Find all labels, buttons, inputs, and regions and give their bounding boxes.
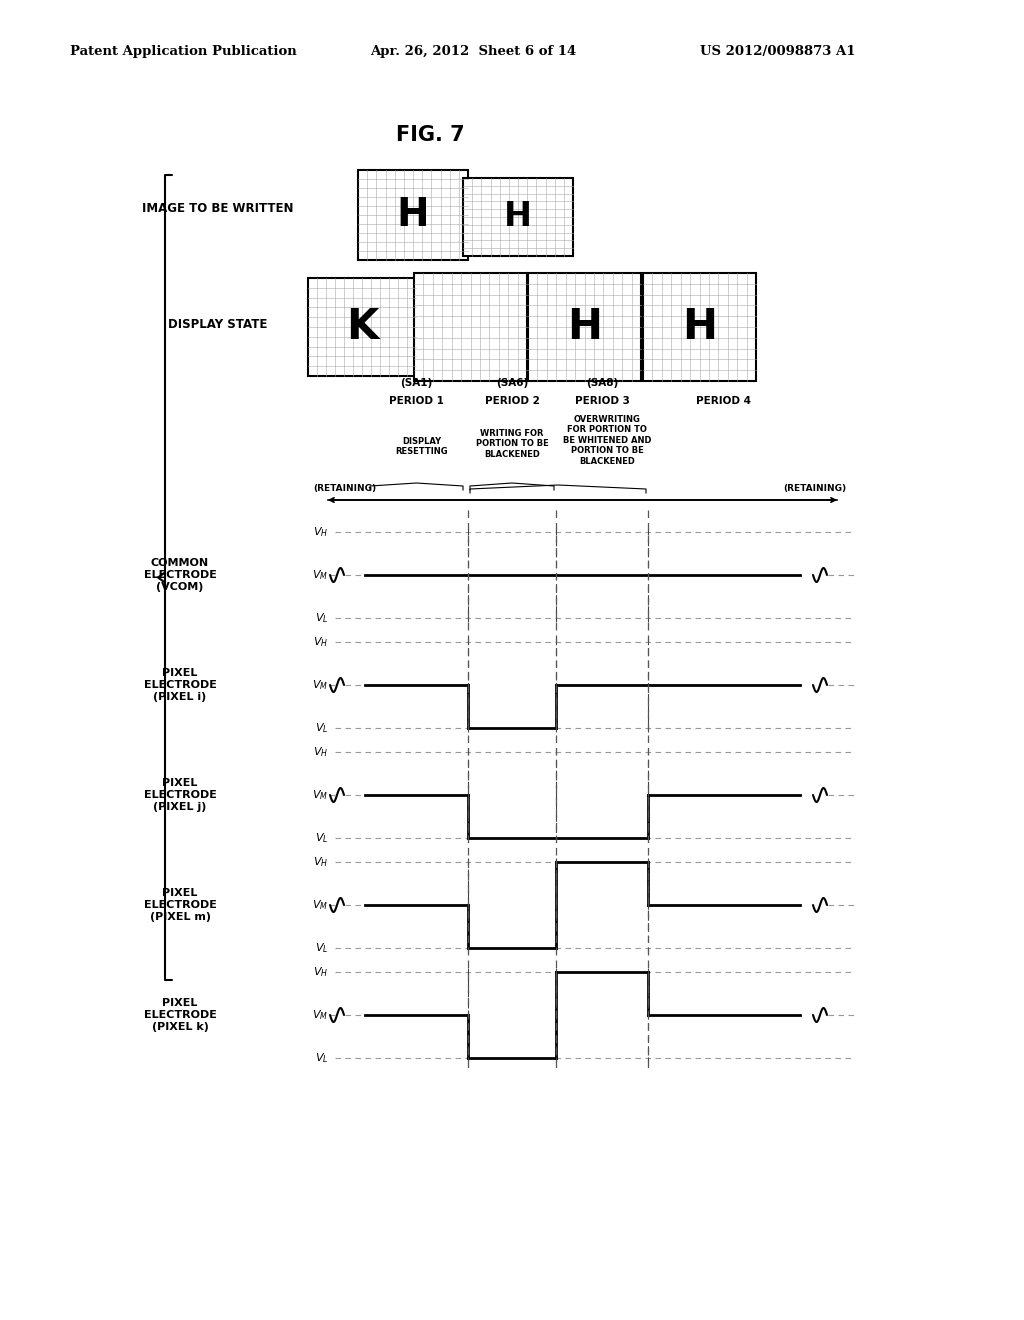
Text: (RETAINING): (RETAINING) [313, 483, 377, 492]
Text: IMAGE TO BE WRITTEN: IMAGE TO BE WRITTEN [142, 202, 294, 214]
Text: $V_H$: $V_H$ [312, 635, 328, 649]
Text: OVERWRITING
FOR PORTION TO
BE WHITENED AND
PORTION TO BE
BLACKENED: OVERWRITING FOR PORTION TO BE WHITENED A… [563, 414, 651, 466]
Text: PERIOD 4: PERIOD 4 [696, 396, 752, 407]
Text: $V_L$: $V_L$ [314, 941, 328, 954]
Text: Apr. 26, 2012  Sheet 6 of 14: Apr. 26, 2012 Sheet 6 of 14 [370, 45, 577, 58]
Text: PIXEL
ELECTRODE
(PIXEL j): PIXEL ELECTRODE (PIXEL j) [143, 777, 216, 812]
Text: PIXEL
ELECTRODE
(PIXEL i): PIXEL ELECTRODE (PIXEL i) [143, 668, 216, 702]
Text: $V_L$: $V_L$ [314, 832, 328, 845]
Text: $V_M$: $V_M$ [312, 898, 328, 912]
Text: PIXEL
ELECTRODE
(PIXEL m): PIXEL ELECTRODE (PIXEL m) [143, 887, 216, 923]
Text: $V_L$: $V_L$ [314, 1051, 328, 1065]
Text: (SA1): (SA1) [400, 378, 432, 388]
Text: (SA6): (SA6) [496, 378, 528, 388]
Text: H: H [682, 306, 717, 348]
Text: $V_M$: $V_M$ [312, 1008, 328, 1022]
Bar [308, 279, 416, 376]
Bar [358, 170, 468, 260]
Text: WRITING FOR
PORTION TO BE
BLACKENED: WRITING FOR PORTION TO BE BLACKENED [475, 429, 549, 459]
Text: FIG. 7: FIG. 7 [395, 125, 464, 145]
Text: (SA8): (SA8) [586, 378, 618, 388]
Text: K: K [346, 306, 378, 348]
Text: $V_M$: $V_M$ [312, 788, 328, 801]
Text: PERIOD 3: PERIOD 3 [574, 396, 630, 407]
Text: H: H [567, 306, 602, 348]
Text: DISPLAY
RESETTING: DISPLAY RESETTING [395, 437, 447, 457]
Text: H: H [396, 195, 429, 234]
Bar [414, 273, 527, 381]
Text: PIXEL
ELECTRODE
(PIXEL k): PIXEL ELECTRODE (PIXEL k) [143, 998, 216, 1032]
Text: PERIOD 2: PERIOD 2 [484, 396, 540, 407]
Text: Patent Application Publication: Patent Application Publication [70, 45, 297, 58]
Text: PERIOD 1: PERIOD 1 [389, 396, 444, 407]
Text: $V_L$: $V_L$ [314, 611, 328, 624]
Bar [528, 273, 641, 381]
Bar [463, 178, 573, 256]
Text: H: H [504, 201, 532, 234]
Text: $V_M$: $V_M$ [312, 678, 328, 692]
Text: $V_H$: $V_H$ [312, 965, 328, 979]
Text: $V_H$: $V_H$ [312, 744, 328, 759]
Bar [643, 273, 756, 381]
Text: COMMON
ELECTRODE
(VCOM): COMMON ELECTRODE (VCOM) [143, 557, 216, 593]
Text: (RETAINING): (RETAINING) [783, 483, 847, 492]
Text: $V_L$: $V_L$ [314, 721, 328, 735]
Text: US 2012/0098873 A1: US 2012/0098873 A1 [700, 45, 855, 58]
Text: $V_H$: $V_H$ [312, 525, 328, 539]
Text: $V_M$: $V_M$ [312, 568, 328, 582]
Text: DISPLAY STATE: DISPLAY STATE [168, 318, 267, 331]
Text: $V_H$: $V_H$ [312, 855, 328, 869]
